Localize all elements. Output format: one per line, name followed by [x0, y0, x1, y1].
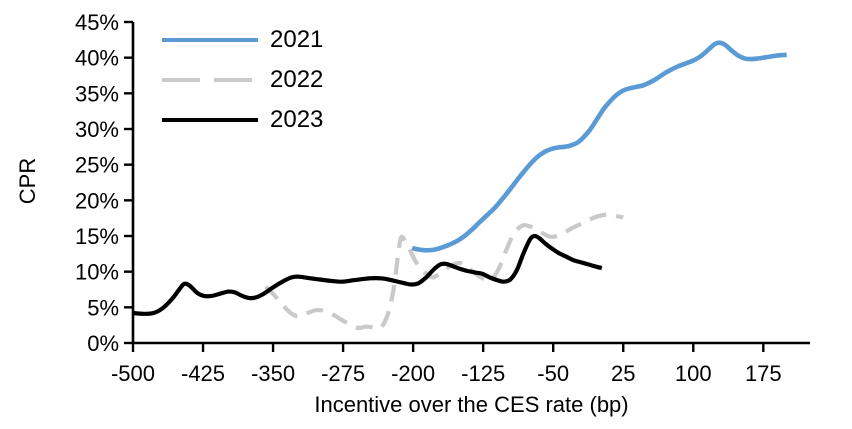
legend-line-sample-2023: [162, 117, 258, 123]
legend-line-sample-2021: [162, 37, 258, 43]
y-axis-title: CPR: [15, 157, 40, 205]
chart-legend: 2021 2022 2023: [162, 20, 323, 140]
x-tick-label: -350: [251, 361, 295, 386]
legend-label-2022: 2022: [270, 66, 324, 93]
x-axis-title: Incentive over the CES rate (bp): [314, 392, 629, 417]
y-tick-label: 45%: [75, 10, 119, 35]
y-tick-label: 20%: [75, 188, 119, 213]
y-tick-label: 35%: [75, 81, 119, 106]
x-tick-label: -275: [321, 361, 365, 386]
x-tick-label: -425: [181, 361, 225, 386]
y-tick-label: 30%: [75, 117, 119, 142]
legend-item-2022: 2022: [162, 60, 323, 100]
y-tick-label: 10%: [75, 260, 119, 285]
legend-line-sample-2022: [162, 77, 258, 83]
x-tick-label: -500: [111, 361, 155, 386]
y-tick-label: 25%: [75, 153, 119, 178]
x-tick-label: 175: [745, 361, 782, 386]
x-tick-label: 25: [611, 361, 635, 386]
y-tick-label: 0%: [87, 331, 119, 356]
legend-label-2021: 2021: [270, 26, 324, 53]
series-line-2023: [132, 233, 603, 316]
legend-label-2023: 2023: [270, 106, 324, 133]
series-line-2022: [264, 212, 624, 331]
x-tick-label: -50: [537, 361, 569, 386]
y-tick-label: 15%: [75, 224, 119, 249]
x-tick-label: -125: [461, 361, 505, 386]
legend-item-2021: 2021: [162, 20, 323, 60]
y-tick-label: 40%: [75, 46, 119, 71]
y-tick-label: 5%: [87, 295, 119, 320]
legend-item-2023: 2023: [162, 100, 323, 140]
x-tick-label: 100: [675, 361, 712, 386]
series-line-2021: [411, 40, 787, 253]
x-tick-label: -200: [391, 361, 435, 386]
